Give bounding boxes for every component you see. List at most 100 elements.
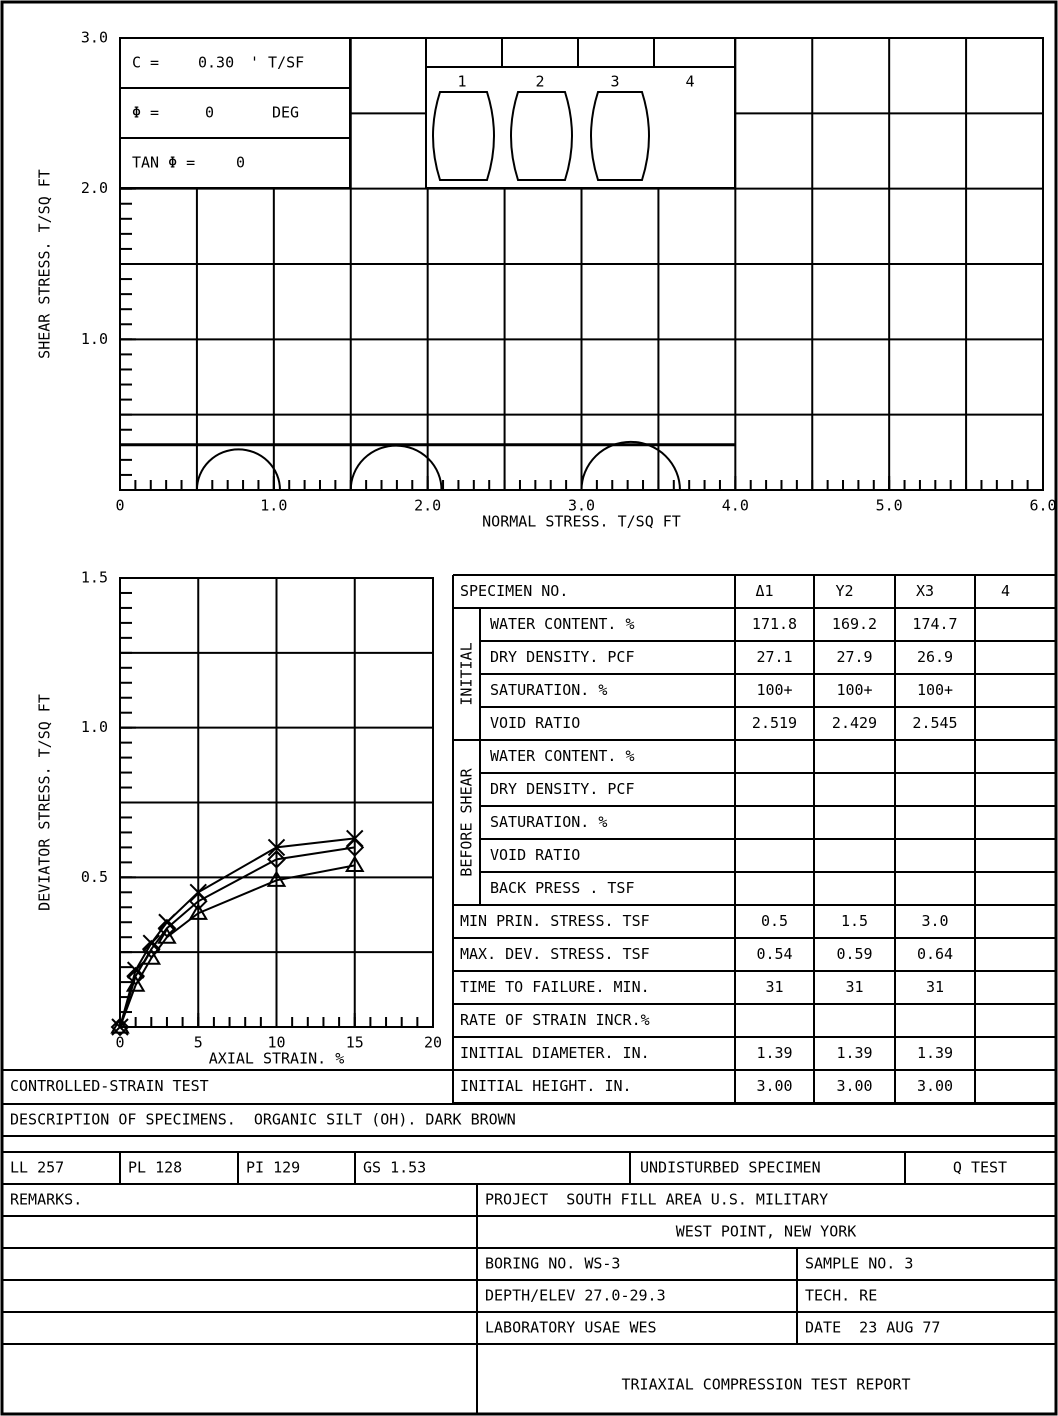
group-label: BEFORE SHEAR [458, 767, 476, 876]
x-tick-label: 5.0 [876, 497, 903, 515]
row-label: MAX. DEV. STRESS. TSF [460, 945, 650, 963]
cell-value: 0.59 [836, 945, 872, 963]
remarks: REMARKS. [10, 1191, 82, 1209]
row-label: INITIAL HEIGHT. IN. [460, 1077, 632, 1095]
cohesion-value: 0.30 [198, 54, 234, 72]
sketch-box [425, 37, 736, 189]
series-line [119, 846, 355, 1028]
boring: BORING NO. WS-3 [485, 1255, 620, 1273]
x-tick-label: 0 [115, 497, 124, 515]
x-tick-label: 4.0 [722, 497, 749, 515]
x-tick-label: 6.0 [1029, 497, 1056, 515]
data-point [267, 838, 286, 857]
row-label: SATURATION. % [490, 813, 607, 831]
specimen-header: Δ1 [755, 582, 773, 600]
project: PROJECT SOUTH FILL AREA U.S. MILITARY [485, 1191, 828, 1209]
x-axis-label: NORMAL STRESS. T/SQ FT [482, 513, 681, 531]
cell-value: 2.429 [832, 714, 877, 732]
tech: TECH. RE [805, 1287, 877, 1305]
depth: DEPTH/ELEV 27.0-29.3 [485, 1287, 666, 1305]
row-label: VOID RATIO [490, 714, 580, 732]
specimen-shape [432, 91, 495, 181]
cell-value: 174.7 [912, 615, 957, 633]
data-point [141, 939, 161, 959]
cell-value: 27.1 [756, 648, 792, 666]
row-label: TIME TO FAILURE. MIN. [460, 978, 650, 996]
data-point [345, 855, 365, 872]
y-tick-label: 0.5 [81, 868, 108, 886]
data-point [189, 883, 207, 902]
specimen-header: 4 [1001, 582, 1010, 600]
cell-value: 0.64 [917, 945, 953, 963]
cohesion-symbol: C = [132, 54, 159, 72]
cell-value: 100+ [836, 681, 872, 699]
description: DESCRIPTION OF SPECIMENS. ORGANIC SILT (… [10, 1111, 516, 1129]
x-axis-label: AXIAL STRAIN. % [209, 1050, 344, 1068]
x-tick-label: 10 [267, 1034, 285, 1052]
data-point [110, 1017, 130, 1034]
cell-value: 31 [765, 978, 783, 996]
report-title: TRIAXIAL COMPRESSION TEST REPORT [622, 1376, 911, 1394]
y-tick-label: 1.0 [81, 718, 108, 736]
cell-value: 1.39 [917, 1044, 953, 1062]
y-axis-label: SHEAR STRESS. T/SQ FT [36, 169, 54, 359]
table-header: SPECIMEN NO. [460, 582, 568, 600]
limit: PL 128 [128, 1159, 182, 1177]
sketch-label: 1 [457, 73, 466, 91]
x-tick-label: 3.0 [568, 497, 595, 515]
row-label: BACK PRESS . TSF [490, 879, 635, 897]
row-label: RATE OF STRAIN INCR.% [460, 1011, 650, 1029]
sketch-label: 4 [685, 73, 694, 91]
specimen-header: X3 [916, 582, 934, 600]
specimen-condition: UNDISTURBED SPECIMEN [640, 1159, 821, 1177]
tan-phi-value: 0 [236, 154, 245, 172]
phi-unit: DEG [272, 104, 299, 122]
x-tick-label: 5 [194, 1034, 203, 1052]
cell-value: 26.9 [917, 648, 953, 666]
data-point [142, 934, 161, 952]
specimen-shape [510, 91, 573, 181]
data-point [157, 927, 177, 944]
row-label: SATURATION. % [490, 681, 607, 699]
data-point [126, 966, 146, 986]
group-label: INITIAL [458, 642, 476, 705]
x-tick-label: 0 [115, 1034, 124, 1052]
cell-value: 3.00 [917, 1077, 953, 1095]
cell-value: 171.8 [752, 615, 797, 633]
limit: PI 129 [246, 1159, 300, 1177]
cohesion-unit: ' T/SF [250, 54, 304, 72]
cell-value: 3.0 [921, 912, 948, 930]
data-point [346, 829, 364, 848]
cell-value: 27.9 [836, 648, 872, 666]
cell-value: 3.00 [756, 1077, 792, 1095]
y-tick-label: 1.0 [81, 330, 108, 348]
x-tick-label: 15 [346, 1034, 364, 1052]
laboratory: LABORATORY USAE WES [485, 1319, 657, 1337]
data-point [188, 903, 208, 920]
data-point [111, 1018, 129, 1036]
row-label: WATER CONTENT. % [490, 615, 635, 633]
limit: LL 257 [10, 1159, 64, 1177]
data-point [266, 870, 287, 887]
row-label: WATER CONTENT. % [490, 747, 635, 765]
y-tick-label: 3.0 [81, 29, 108, 47]
location: WEST POINT, NEW YORK [676, 1223, 857, 1241]
cell-value: 100+ [756, 681, 792, 699]
specimen-header: Y2 [835, 582, 853, 600]
row-label: MIN PRIN. STRESS. TSF [460, 912, 650, 930]
cell-value: 0.54 [756, 945, 792, 963]
row-label: INITIAL DIAMETER. IN. [460, 1044, 650, 1062]
cell-value: 100+ [917, 681, 953, 699]
date: DATE 23 AUG 77 [805, 1319, 940, 1337]
specimen-shape [590, 91, 650, 181]
sketch-label: 2 [535, 73, 544, 91]
cell-value: 1.39 [836, 1044, 872, 1062]
cell-value: 2.519 [752, 714, 797, 732]
cell-value: 3.00 [836, 1077, 872, 1095]
phi-value: 0 [205, 104, 214, 122]
data-point [110, 1017, 130, 1037]
row-label: DRY DENSITY. PCF [490, 780, 635, 798]
cell-value: 31 [845, 978, 863, 996]
cell-value: 1.5 [841, 912, 868, 930]
